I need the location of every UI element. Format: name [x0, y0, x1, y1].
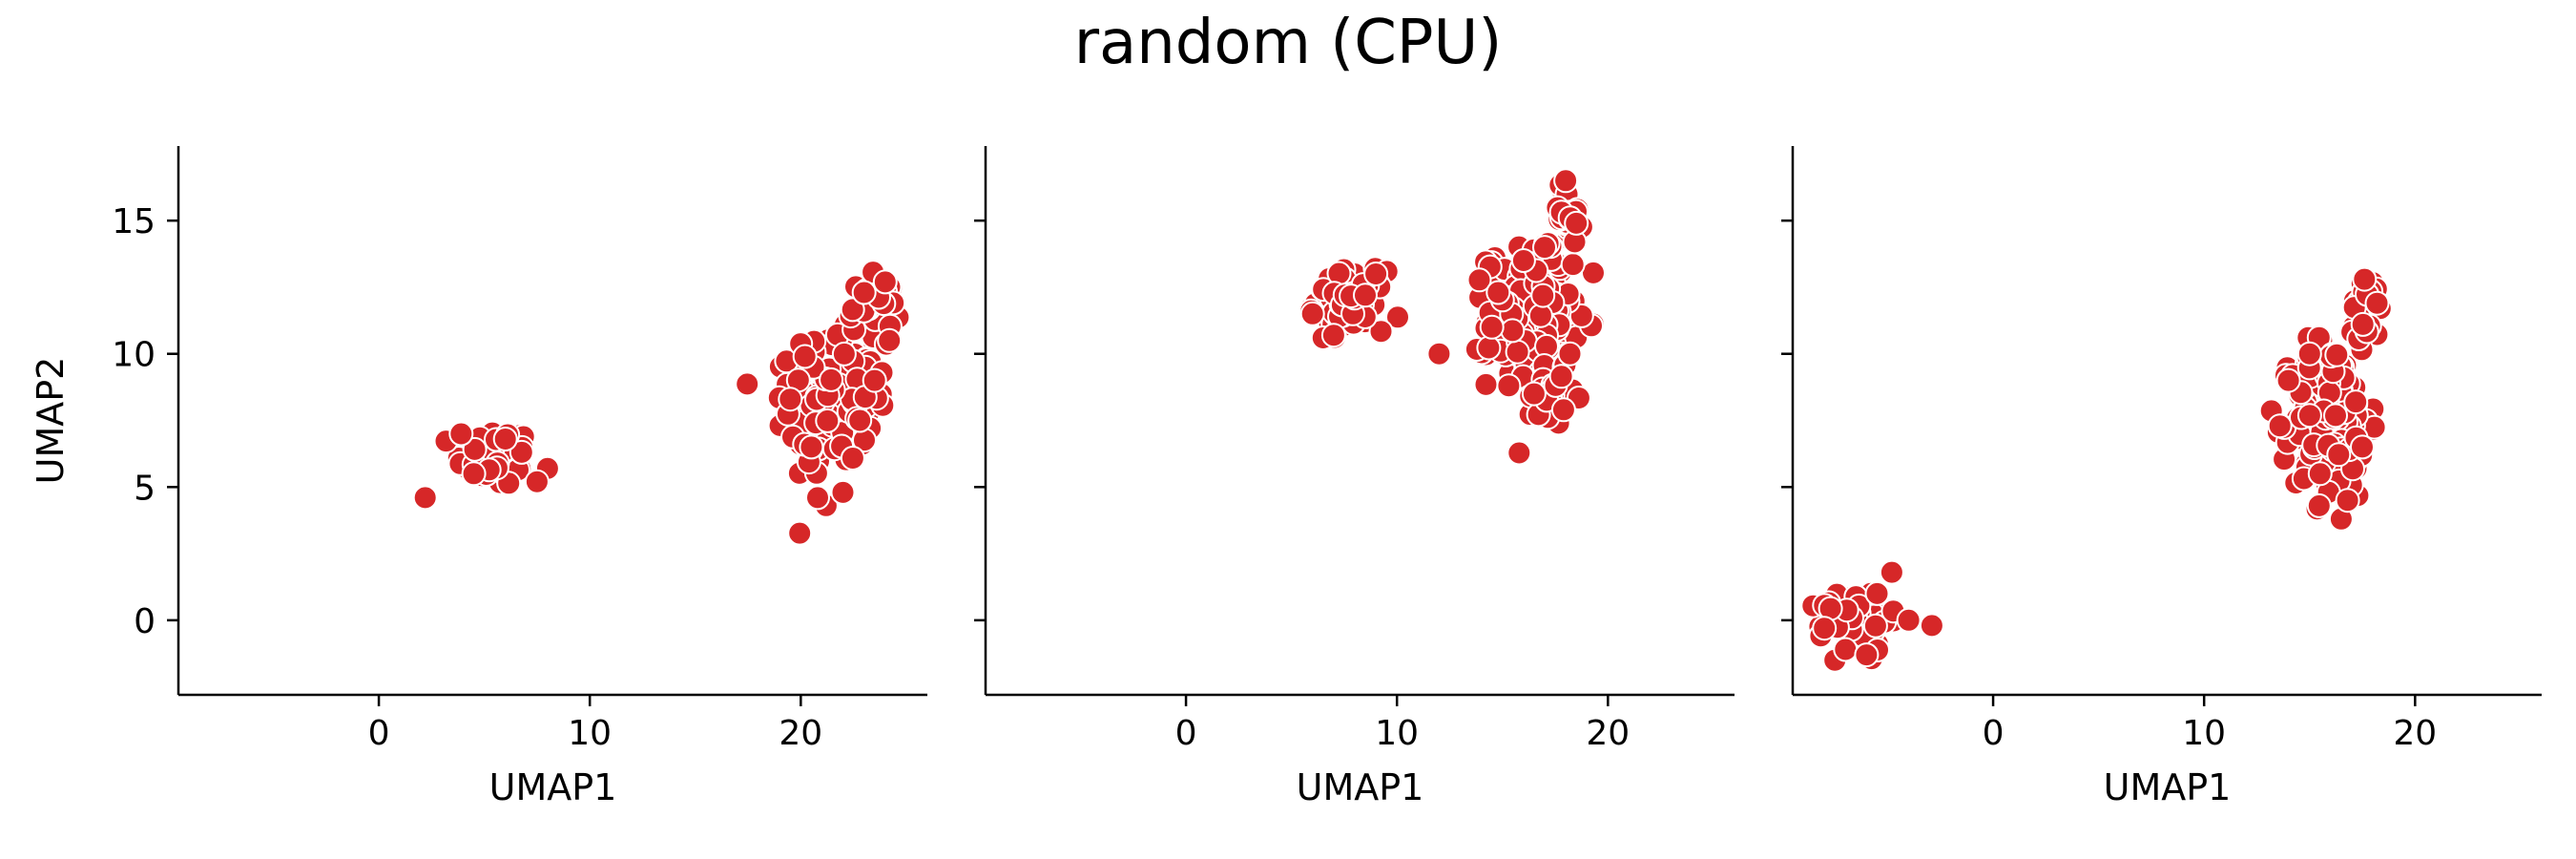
- scatter-point: [412, 485, 438, 511]
- scatter-point: [830, 479, 856, 505]
- y-tick-label: 15: [112, 202, 156, 241]
- scatter-points: [412, 260, 911, 546]
- scatter-point: [787, 520, 813, 546]
- scatter-point: [2307, 461, 2333, 487]
- x-axis-label: UMAP1: [1297, 766, 1424, 808]
- scatter-point: [1320, 323, 1346, 348]
- scatter-point: [1864, 580, 1890, 606]
- scatter-point: [1557, 341, 1583, 367]
- scatter-point: [1368, 319, 1394, 345]
- scatter-point: [2324, 342, 2350, 367]
- scatter-point: [1854, 642, 1880, 668]
- scatter-point: [1385, 304, 1410, 330]
- scatter-point: [462, 436, 488, 462]
- scatter-point: [1564, 210, 1589, 236]
- scatter-point: [1530, 283, 1556, 308]
- x-tick-label: 0: [1983, 714, 2005, 753]
- subplot-3: 0 10 20 UMAP1: [1781, 146, 2542, 808]
- scatter-point: [1299, 301, 1325, 326]
- scatter-point: [1879, 559, 1904, 585]
- subplot-2: 0 10 20 UMAP1: [974, 146, 1735, 808]
- scatter-point: [2296, 403, 2322, 429]
- x-tick-label: 10: [568, 714, 612, 753]
- scatter-point: [1500, 318, 1526, 344]
- y-tick-label: 5: [134, 469, 156, 508]
- scatter-point: [1473, 371, 1499, 397]
- x-tick-label: 20: [779, 714, 822, 753]
- scatter-point: [831, 341, 857, 367]
- scatter-point: [1550, 397, 1576, 423]
- scatter-point: [1353, 283, 1378, 308]
- scatter-point: [1896, 607, 1922, 633]
- scatter-point: [1812, 616, 1838, 641]
- scatter-point: [840, 446, 865, 471]
- scatter-point: [1505, 339, 1530, 365]
- scatter-point: [461, 461, 487, 487]
- y-tick-label: 0: [134, 602, 156, 641]
- scatter-point: [509, 439, 534, 465]
- scatter-point: [815, 408, 841, 433]
- scatter-point: [2352, 266, 2378, 292]
- scatter-point: [792, 344, 818, 369]
- figure-title: random (CPU): [1074, 8, 1503, 78]
- scatter-point: [524, 469, 550, 494]
- x-tick-label: 10: [2182, 714, 2226, 753]
- scatter-point: [2323, 403, 2348, 429]
- scatter-point: [1560, 252, 1586, 278]
- scatter-point: [778, 387, 803, 412]
- scatter-point: [492, 427, 518, 451]
- scatter-point: [805, 485, 830, 511]
- x-axis-label: UMAP1: [2104, 766, 2232, 808]
- scatter-point: [2350, 434, 2375, 460]
- scatter-point: [2326, 442, 2352, 468]
- scatter-point: [799, 434, 824, 460]
- scatter-point: [819, 367, 844, 392]
- scatter-point: [1363, 262, 1389, 286]
- scatter-point: [1476, 335, 1502, 361]
- scatter-point: [1548, 364, 1574, 389]
- scatter-points: [1298, 168, 1606, 466]
- scatter-point: [2335, 488, 2360, 513]
- scatter-point: [851, 280, 877, 305]
- scatter-point: [1510, 248, 1536, 273]
- x-axis-label: UMAP1: [489, 766, 617, 808]
- subplot-1: 0 10 20 0 5 10 15 UMAP1 UMAP2: [30, 146, 927, 808]
- scatter-point: [2350, 311, 2376, 337]
- scatter-point: [1426, 341, 1452, 367]
- scatter-point: [1466, 267, 1492, 293]
- scatter-point: [2364, 290, 2390, 316]
- x-tick-label: 20: [2393, 714, 2437, 753]
- x-tick-label: 0: [368, 714, 390, 753]
- scatter-point: [2275, 367, 2301, 393]
- scatter-point: [1553, 168, 1579, 194]
- scatter-point: [840, 297, 865, 323]
- scatter-point: [2343, 389, 2369, 415]
- x-tick-label: 10: [1375, 714, 1419, 753]
- scatter-point: [2306, 492, 2332, 518]
- scatter-point: [847, 408, 873, 433]
- scatter-point: [1833, 637, 1859, 662]
- scatter-point: [2296, 341, 2322, 367]
- scatter-point: [735, 371, 760, 397]
- y-axis-label: UMAP2: [30, 357, 72, 485]
- scatter-points: [1800, 266, 2393, 673]
- subplot-panels: 0 10 20 0 5 10 15 UMAP1 UMAP2 0 10 20 UMAP1 0 10 20 UMAP…: [30, 146, 2542, 808]
- scatter-point: [872, 269, 898, 295]
- x-tick-label: 20: [1586, 714, 1630, 753]
- scatter-point: [1485, 280, 1511, 305]
- scatter-point: [1919, 613, 1944, 639]
- scatter-point: [1862, 613, 1888, 639]
- x-tick-label: 0: [1175, 714, 1197, 753]
- y-tick-label: 10: [112, 336, 156, 375]
- scatter-point: [862, 367, 887, 393]
- scatter-point: [877, 327, 903, 353]
- scatter-point: [1496, 373, 1522, 399]
- scatter-point: [1506, 440, 1532, 466]
- scatter-point: [1521, 381, 1547, 407]
- scatter-point: [2267, 413, 2293, 439]
- scatter-point: [448, 421, 474, 447]
- scatter-point: [1479, 314, 1505, 340]
- scatter-point: [1532, 235, 1557, 261]
